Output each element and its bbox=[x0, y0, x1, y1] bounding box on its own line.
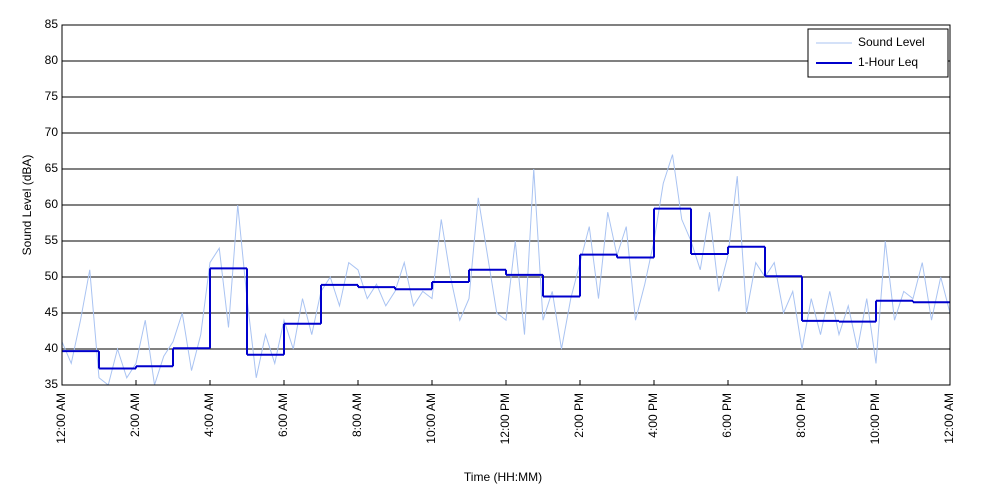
y-tick-label: 80 bbox=[45, 53, 59, 67]
legend-label: 1-Hour Leq bbox=[858, 55, 918, 69]
y-tick-label: 65 bbox=[45, 161, 59, 175]
y-tick-label: 55 bbox=[45, 233, 59, 247]
x-tick-label: 12:00 AM bbox=[54, 393, 68, 444]
x-tick-label: 6:00 AM bbox=[276, 393, 290, 437]
x-tick-label: 8:00 PM bbox=[794, 393, 808, 438]
series-line bbox=[62, 154, 950, 385]
plot-frame bbox=[61, 24, 951, 386]
x-tick-label: 2:00 PM bbox=[572, 393, 586, 438]
x-tick-label: 10:00 AM bbox=[424, 393, 438, 444]
x-tick-label: 6:00 PM bbox=[720, 393, 734, 438]
y-tick-label: 70 bbox=[45, 125, 59, 139]
x-tick-label: 4:00 AM bbox=[202, 393, 216, 437]
y-tick-label: 45 bbox=[45, 305, 59, 319]
y-tick-label: 35 bbox=[45, 377, 59, 391]
legend-box bbox=[807, 28, 949, 78]
x-tick-label: 2:00 AM bbox=[128, 393, 142, 437]
y-tick-label: 60 bbox=[45, 197, 59, 211]
x-axis-label: Time (HH:MM) bbox=[464, 470, 542, 484]
x-tick-label: 8:00 AM bbox=[350, 393, 364, 437]
y-tick-label: 75 bbox=[45, 89, 59, 103]
y-axis-label: Sound Level (dBA) bbox=[20, 155, 34, 256]
x-tick-label: 12:00 AM bbox=[942, 393, 956, 444]
y-tick-label: 40 bbox=[45, 341, 59, 355]
x-tick-label: 12:00 PM bbox=[498, 393, 512, 444]
x-tick-label: 4:00 PM bbox=[646, 393, 660, 438]
legend-label: Sound Level bbox=[858, 35, 925, 49]
x-tick-label: 10:00 PM bbox=[868, 393, 882, 444]
y-tick-label: 85 bbox=[45, 17, 59, 31]
y-tick-label: 50 bbox=[45, 269, 59, 283]
